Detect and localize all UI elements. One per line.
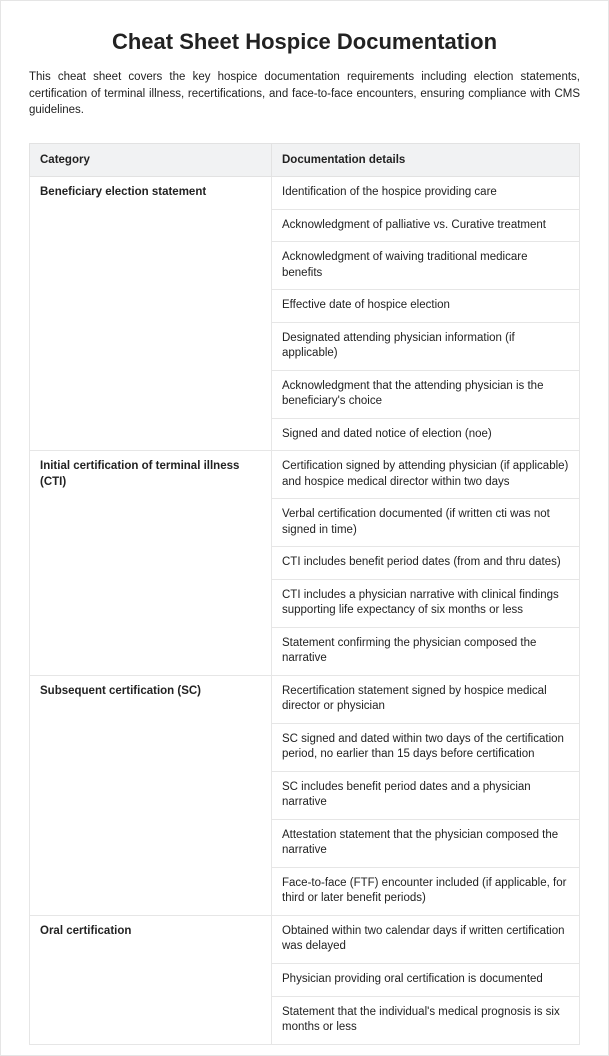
category-cell: Oral certification xyxy=(30,915,272,1044)
col-header-category: Category xyxy=(30,144,272,177)
detail-cell: Attestation statement that the physician… xyxy=(272,819,580,867)
table-row: Subsequent certification (SC)Recertifica… xyxy=(30,675,580,723)
detail-cell: SC includes benefit period dates and a p… xyxy=(272,771,580,819)
detail-cell: CTI includes benefit period dates (from … xyxy=(272,547,580,580)
detail-cell: Acknowledgment of palliative vs. Curativ… xyxy=(272,209,580,242)
detail-cell: Statement that the individual's medical … xyxy=(272,996,580,1044)
table-row: Beneficiary election statementIdentifica… xyxy=(30,177,580,210)
category-cell: Subsequent certification (SC) xyxy=(30,675,272,915)
documentation-table: Category Documentation details Beneficia… xyxy=(29,143,580,1045)
table-body: Beneficiary election statementIdentifica… xyxy=(30,177,580,1045)
detail-cell: Statement confirming the physician compo… xyxy=(272,627,580,675)
category-cell: Beneficiary election statement xyxy=(30,177,272,451)
table-row: Initial certification of terminal illnes… xyxy=(30,451,580,499)
detail-cell: Acknowledgment that the attending physic… xyxy=(272,370,580,418)
detail-cell: Identification of the hospice providing … xyxy=(272,177,580,210)
detail-cell: Effective date of hospice election xyxy=(272,290,580,323)
detail-cell: Verbal certification documented (if writ… xyxy=(272,499,580,547)
detail-cell: SC signed and dated within two days of t… xyxy=(272,723,580,771)
detail-cell: Physician providing oral certification i… xyxy=(272,964,580,997)
detail-cell: Acknowledgment of waiving traditional me… xyxy=(272,242,580,290)
table-header-row: Category Documentation details xyxy=(30,144,580,177)
detail-cell: Certification signed by attending physic… xyxy=(272,451,580,499)
table-row: Oral certificationObtained within two ca… xyxy=(30,915,580,963)
col-header-details: Documentation details xyxy=(272,144,580,177)
detail-cell: Signed and dated notice of election (noe… xyxy=(272,418,580,451)
intro-paragraph: This cheat sheet covers the key hospice … xyxy=(29,69,580,119)
detail-cell: Obtained within two calendar days if wri… xyxy=(272,915,580,963)
category-cell: Initial certification of terminal illnes… xyxy=(30,451,272,676)
document-page: Cheat Sheet Hospice Documentation This c… xyxy=(0,0,609,1056)
page-title: Cheat Sheet Hospice Documentation xyxy=(29,29,580,55)
detail-cell: CTI includes a physician narrative with … xyxy=(272,579,580,627)
detail-cell: Recertification statement signed by hosp… xyxy=(272,675,580,723)
detail-cell: Designated attending physician informati… xyxy=(272,322,580,370)
detail-cell: Face-to-face (FTF) encounter included (i… xyxy=(272,867,580,915)
